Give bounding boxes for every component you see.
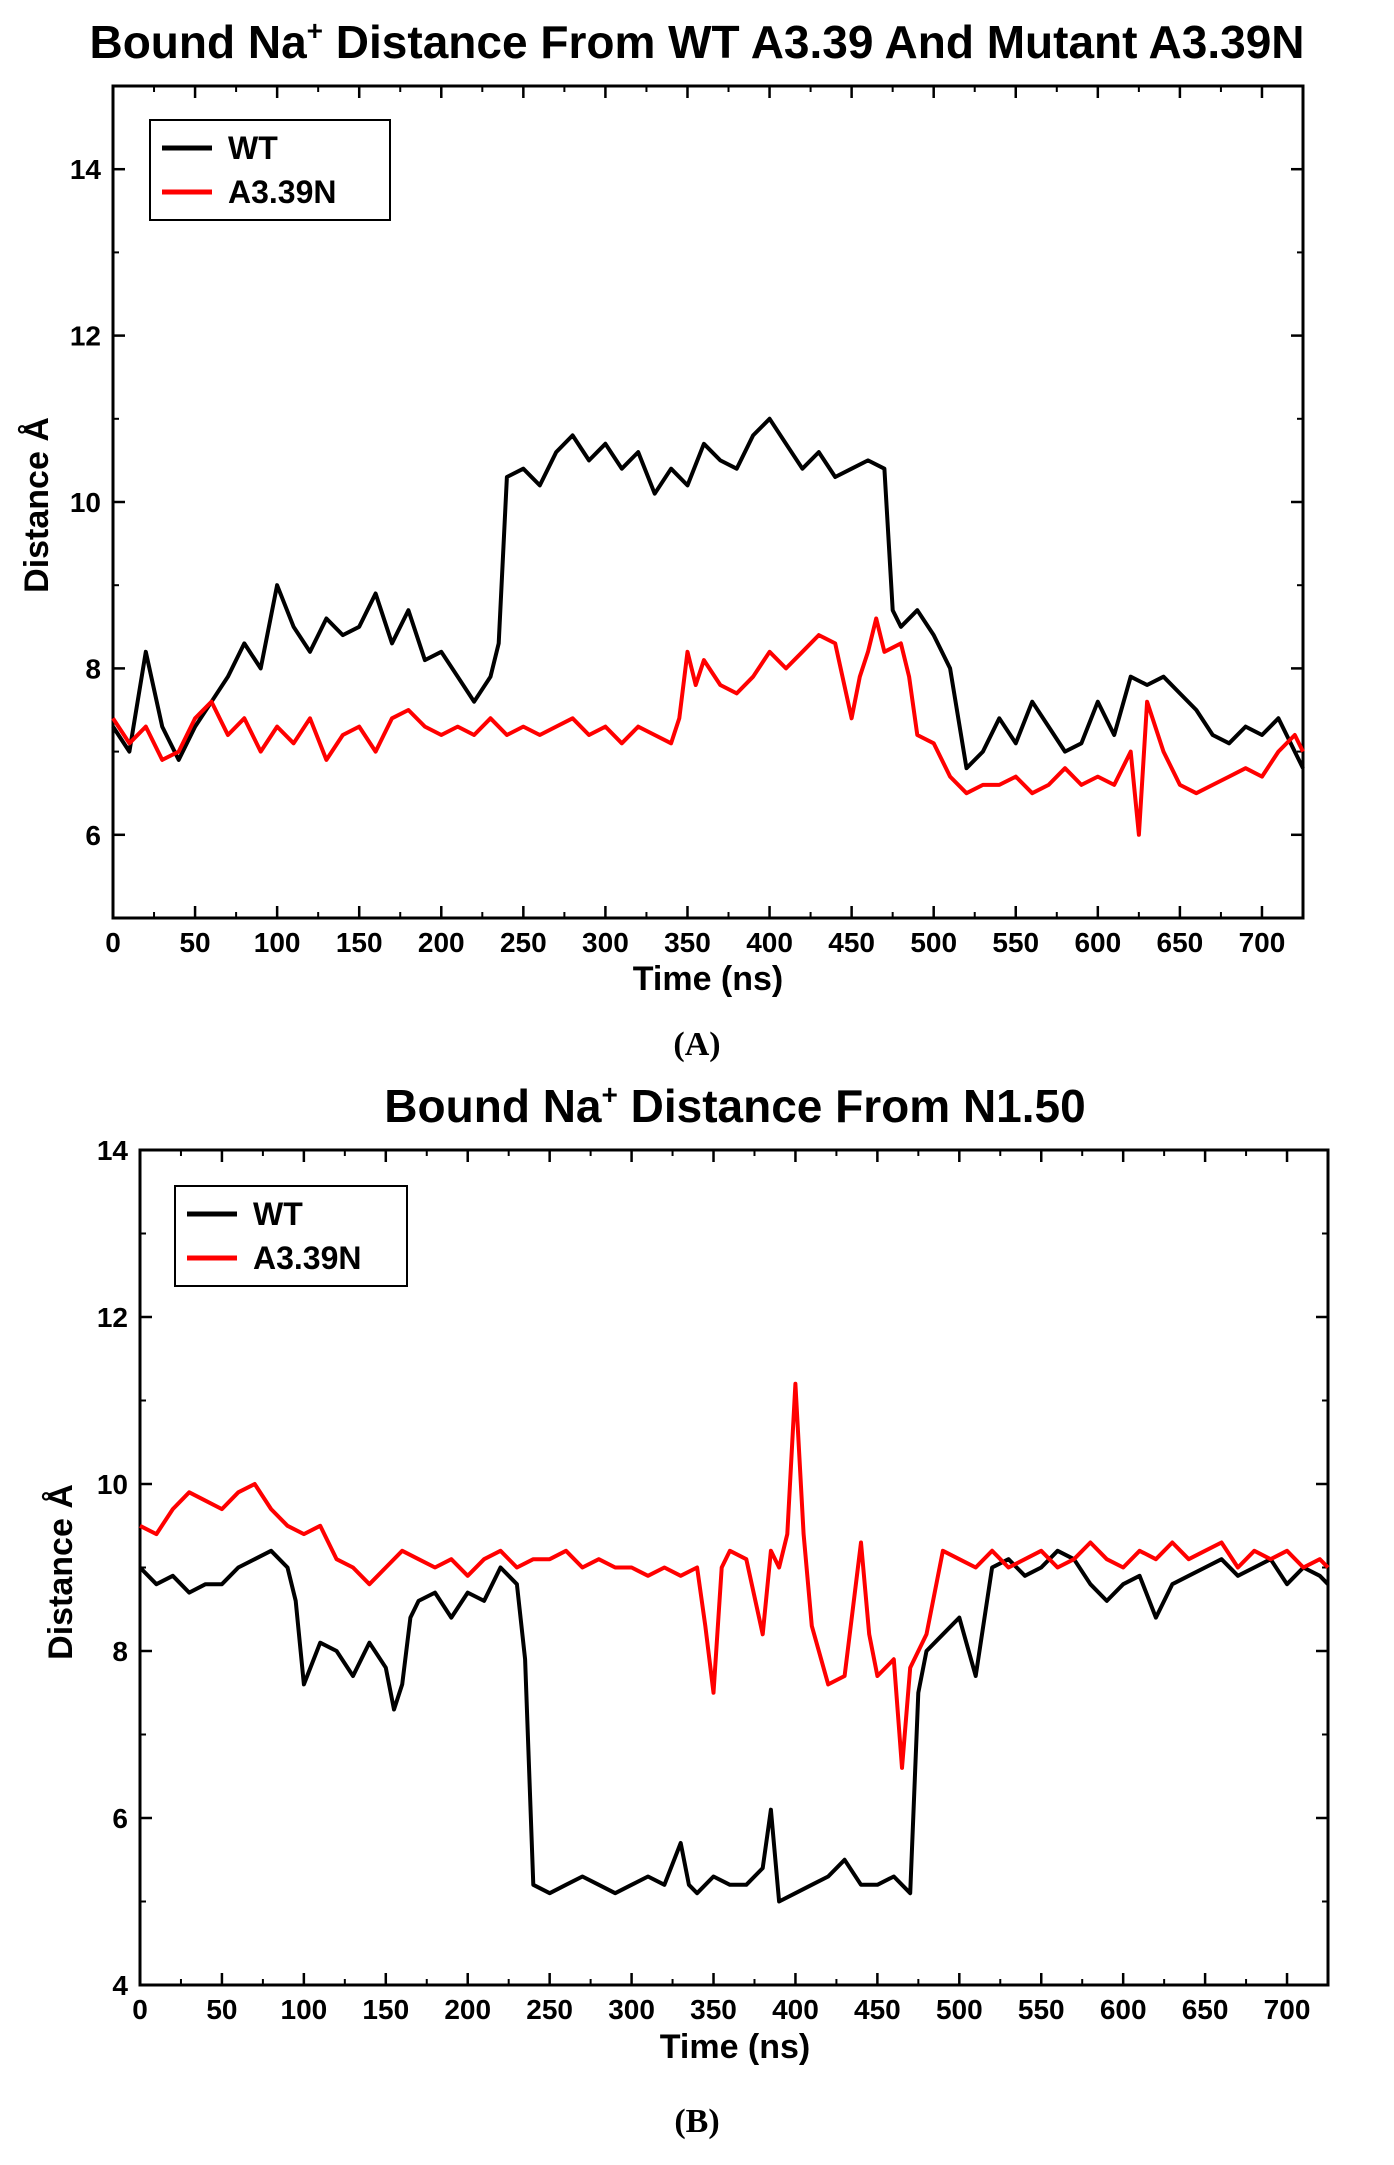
chart-title-b: Bound Na+ Distance From N1.50	[384, 1079, 1085, 1132]
x-tick-label: 600	[1074, 927, 1121, 958]
legend-box	[149, 119, 391, 221]
y-tick-label: 12	[97, 1302, 128, 1333]
chart-panel-a: Bound Na+ Distance From WT A3.39 And Mut…	[18, 15, 1305, 1063]
legend: WT A3.39N	[149, 119, 391, 221]
x-tick-label: 550	[992, 927, 1039, 958]
x-axis-label-a: Time (ns)	[633, 960, 784, 998]
x-tick-label: 350	[690, 1994, 737, 2025]
x-tick-label: 200	[418, 927, 465, 958]
legend: WT A3.39N	[174, 1185, 408, 1287]
x-tick-label: 100	[254, 927, 301, 958]
y-tick-label: 10	[70, 487, 101, 518]
x-tick-label: 650	[1182, 1994, 1229, 2025]
y-tick-label: 6	[112, 1803, 128, 1834]
x-tick-label: 50	[179, 927, 210, 958]
panel-label-b: (B)	[674, 2103, 719, 2140]
series-line-wt	[111, 416, 1305, 771]
x-tick-label: 550	[1018, 1994, 1065, 2025]
x-tick-label: 700	[1239, 927, 1286, 958]
x-tick-label: 250	[500, 927, 547, 958]
y-tick-label: 6	[85, 820, 101, 851]
y-tick-label: 12	[70, 321, 101, 352]
x-tick-label: 400	[772, 1994, 819, 2025]
series-line-a3-39n	[111, 616, 1305, 837]
y-tick-label: 10	[97, 1469, 128, 1500]
y-tick-label: 8	[85, 653, 101, 684]
x-tick-label: 0	[105, 927, 121, 958]
legend-label: A3.39N	[253, 1240, 362, 1276]
y-tick-label: 8	[112, 1636, 128, 1667]
chart-panel-b: Bound Na+ Distance From N1.50 0 50 100 150 2…	[42, 1079, 1330, 2140]
y-tick-label: 14	[97, 1135, 129, 1166]
x-tick-label: 650	[1157, 927, 1204, 958]
x-tick-label: 300	[608, 1994, 655, 2025]
series-line-a3-39n	[139, 1381, 1330, 1770]
x-tick-label: 450	[828, 927, 875, 958]
x-tick-label: 500	[910, 927, 957, 958]
x-tick-label: 200	[444, 1994, 491, 2025]
x-axis-label-b: Time (ns)	[660, 2028, 811, 2066]
x-tick-label: 150	[336, 927, 383, 958]
x-tick-label: 500	[936, 1994, 983, 2025]
x-tick-label: 400	[746, 927, 793, 958]
x-tick-label: 100	[281, 1994, 328, 2025]
legend-label: WT	[228, 130, 278, 166]
legend-label: WT	[253, 1196, 303, 1232]
legend-label: A3.39N	[228, 174, 337, 210]
plot-area-b: 0 50 100 150 200 250 300 350 400 450 500 550 600 650 7…	[97, 1135, 1330, 2025]
y-tick-label: 4	[112, 1970, 128, 2001]
chart-title-a: Bound Na+ Distance From WT A3.39 And Mut…	[89, 15, 1304, 68]
y-tick-label: 14	[70, 154, 102, 185]
x-tick-label: 0	[132, 1994, 148, 2025]
y-axis-label-b: Distance Å	[42, 1484, 80, 1660]
plot-area-a: 0 50 100 150 200 250 300 350 400 450 500 550 600 650 7…	[70, 84, 1305, 958]
x-tick-label: 450	[854, 1994, 901, 2025]
x-tick-label: 300	[582, 927, 629, 958]
x-tick-label: 350	[664, 927, 711, 958]
x-tick-label: 250	[526, 1994, 573, 2025]
x-tick-label: 600	[1100, 1994, 1147, 2025]
x-tick-label: 700	[1264, 1994, 1311, 2025]
x-tick-label: 150	[362, 1994, 409, 2025]
panel-label-a: (A)	[673, 1026, 720, 1063]
y-axis-label-a: Distance Å	[18, 417, 56, 593]
series-line-wt	[138, 1548, 1330, 1904]
x-tick-label: 50	[206, 1994, 237, 2025]
legend-box	[174, 1185, 408, 1287]
